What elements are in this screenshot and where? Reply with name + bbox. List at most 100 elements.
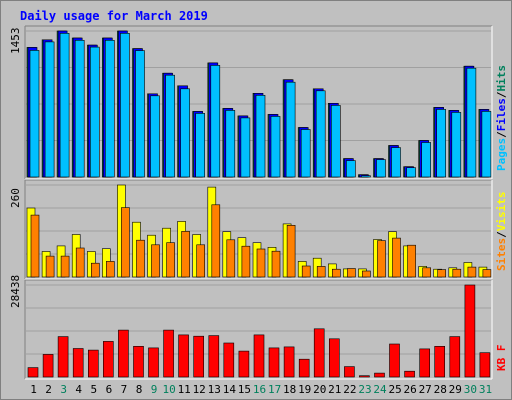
bar-kbytes-day-11 — [178, 334, 189, 378]
bar-sites-day-10 — [166, 242, 175, 278]
bar-sites-day-6 — [106, 261, 115, 278]
bar-kbytes-day-9 — [148, 347, 159, 378]
x-label-day-7: 7 — [121, 383, 128, 396]
x-label-day-18: 18 — [283, 383, 296, 396]
bar-sites-day-11 — [181, 231, 190, 278]
bar-pages-day-9 — [150, 95, 160, 178]
bar-pages-day-1 — [29, 50, 40, 178]
bar-sites-day-25 — [392, 237, 401, 278]
chart-title: Daily usage for March 2019 — [20, 9, 208, 23]
bar-sites-day-26 — [407, 244, 416, 278]
bar-kbytes-day-15 — [238, 350, 250, 378]
x-label-day-19: 19 — [298, 383, 311, 396]
panel-kbytes: 28438 KB F — [9, 275, 508, 380]
bar-pages-day-26 — [406, 167, 416, 178]
bar-sites-day-7 — [121, 207, 130, 278]
x-label-day-2: 2 — [45, 383, 52, 396]
bar-kbytes-day-18 — [283, 346, 295, 378]
bar-kbytes-day-19 — [298, 358, 310, 378]
bar-pages-day-24 — [376, 159, 386, 178]
bar-pages-day-19 — [300, 129, 311, 178]
x-label-day-28: 28 — [434, 383, 447, 396]
bar-sites-day-8 — [136, 239, 145, 278]
legend-kbytes: KB F — [495, 345, 508, 372]
bar-pages-day-16 — [255, 95, 266, 178]
bar-sites-day-1 — [30, 214, 40, 278]
x-label-day-15: 15 — [238, 383, 251, 396]
bar-pages-day-4 — [74, 39, 85, 178]
bar-sites-day-29 — [452, 268, 462, 278]
x-label-day-25: 25 — [388, 383, 401, 396]
bar-sites-day-15 — [241, 245, 251, 278]
x-label-day-8: 8 — [136, 383, 143, 396]
bar-pages-day-18 — [285, 81, 296, 178]
bar-sites-day-21 — [331, 268, 341, 278]
bar-pages-day-21 — [330, 105, 341, 178]
bar-kbytes-day-20 — [313, 328, 325, 378]
bar-kbytes-day-27 — [419, 348, 431, 378]
bar-pages-day-29 — [451, 112, 462, 178]
bar-kbytes-day-23 — [359, 375, 370, 378]
x-label-day-16: 16 — [253, 383, 266, 396]
bar-kbytes-day-4 — [72, 348, 84, 378]
panel-visits-sites: 260 Sites/Visits — [9, 179, 508, 280]
legend-entry: / — [495, 231, 508, 238]
legend-entry: Pages — [495, 138, 508, 171]
bar-sites-day-16 — [256, 248, 266, 278]
bar-kbytes-day-13 — [208, 335, 220, 378]
x-label-day-23: 23 — [358, 383, 371, 396]
bar-pages-day-28 — [436, 109, 447, 178]
bar-sites-day-3 — [60, 255, 70, 278]
bar-sites-day-19 — [301, 265, 311, 278]
x-label-day-11: 11 — [178, 383, 191, 396]
legend-hits-files-pages: Pages/Files/Hits — [495, 65, 508, 171]
y-max-label: 260 — [9, 188, 22, 208]
bar-kbytes-day-12 — [193, 335, 204, 378]
series-sites — [30, 204, 492, 278]
legend-visits-sites: Sites/Visits — [495, 192, 508, 272]
bar-sites-day-22 — [347, 268, 356, 278]
bar-kbytes-day-5 — [88, 349, 99, 378]
bar-kbytes-day-29 — [449, 336, 461, 378]
legend-entry: Visits — [495, 192, 508, 232]
x-label-day-30: 30 — [464, 383, 477, 396]
bar-sites-day-31 — [482, 269, 492, 278]
x-label-day-3: 3 — [60, 383, 67, 396]
x-label-day-24: 24 — [373, 383, 387, 396]
bar-kbytes-day-6 — [103, 341, 114, 378]
bar-kbytes-day-7 — [118, 329, 129, 378]
bar-kbytes-day-22 — [344, 366, 355, 378]
bar-kbytes-day-24 — [374, 372, 385, 378]
bar-sites-day-30 — [467, 266, 477, 278]
bar-kbytes-day-16 — [253, 334, 265, 378]
bar-sites-day-2 — [45, 255, 55, 278]
bar-kbytes-day-3 — [57, 336, 69, 378]
bar-kbytes-day-1 — [27, 367, 39, 378]
x-label-day-5: 5 — [90, 383, 97, 396]
bar-pages-day-20 — [315, 90, 326, 178]
bar-pages-day-14 — [225, 110, 236, 178]
bar-pages-day-8 — [135, 50, 145, 178]
bar-pages-day-11 — [180, 88, 190, 178]
bar-sites-day-20 — [316, 266, 326, 278]
bar-sites-day-12 — [196, 244, 205, 278]
bar-sites-day-28 — [437, 269, 447, 278]
x-label-day-20: 20 — [313, 383, 326, 396]
y-max-label: 28438 — [9, 275, 22, 308]
x-label-day-27: 27 — [419, 383, 432, 396]
bar-pages-day-5 — [90, 46, 100, 178]
legend-entry: Hits — [495, 65, 508, 92]
bar-pages-day-27 — [421, 142, 432, 178]
series-kbytes — [27, 284, 491, 378]
bar-sites-day-24 — [377, 240, 386, 278]
x-label-day-13: 13 — [208, 383, 221, 396]
x-label-day-14: 14 — [223, 383, 237, 396]
bar-pages-day-12 — [195, 113, 205, 178]
bar-sites-day-5 — [91, 262, 100, 278]
x-label-day-29: 29 — [449, 383, 462, 396]
bar-kbytes-day-2 — [42, 354, 54, 378]
bar-kbytes-day-28 — [434, 345, 446, 378]
x-label-day-6: 6 — [106, 383, 113, 396]
x-label-day-31: 31 — [479, 383, 492, 396]
